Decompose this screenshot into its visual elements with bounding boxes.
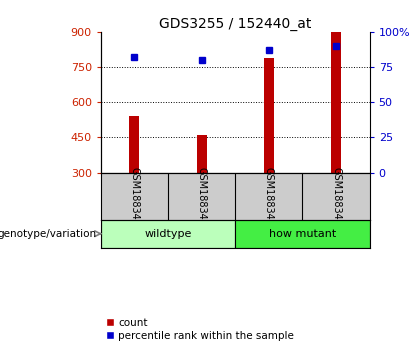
Text: how mutant: how mutant <box>269 229 336 239</box>
Text: GSM188344: GSM188344 <box>129 167 139 225</box>
Text: GSM188345: GSM188345 <box>264 167 274 225</box>
Text: genotype/variation: genotype/variation <box>0 229 97 239</box>
Title: GDS3255 / 152440_at: GDS3255 / 152440_at <box>159 17 311 31</box>
Bar <box>235 219 370 248</box>
Text: GSM188346: GSM188346 <box>197 167 207 225</box>
Bar <box>129 116 139 173</box>
Bar <box>264 58 274 173</box>
Text: wildtype: wildtype <box>144 229 192 239</box>
Legend: count, percentile rank within the sample: count, percentile rank within the sample <box>102 314 299 345</box>
Bar <box>101 219 235 248</box>
Text: GSM188347: GSM188347 <box>331 167 341 225</box>
Bar <box>331 32 341 173</box>
Bar <box>197 135 207 173</box>
